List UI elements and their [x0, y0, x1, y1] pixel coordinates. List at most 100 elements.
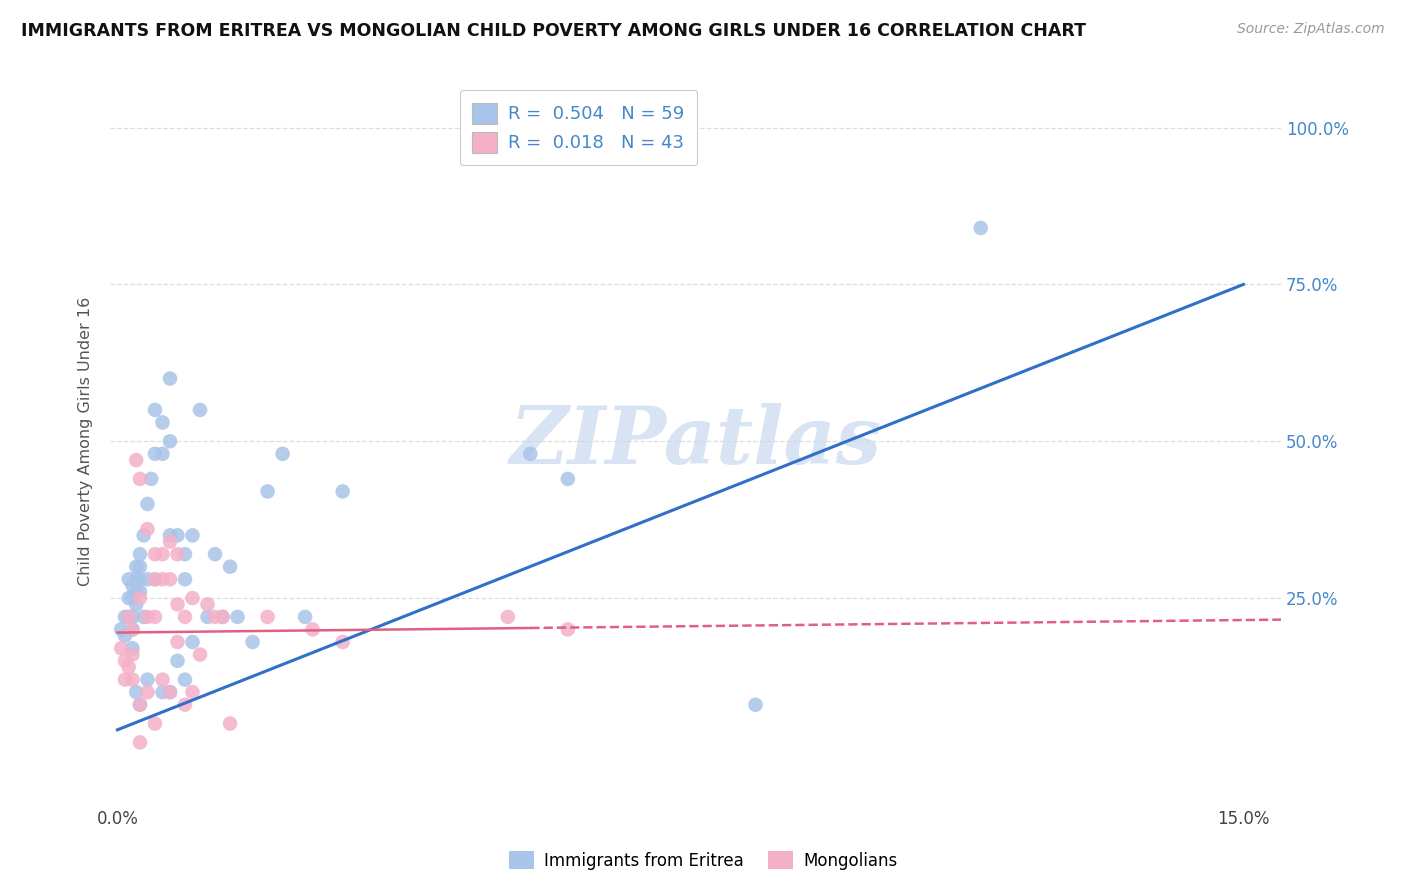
- Point: [143, 572, 166, 586]
- Point: [159, 528, 181, 542]
- Point: [197, 598, 219, 612]
- Point: [174, 698, 197, 712]
- Point: [129, 591, 152, 605]
- Point: [211, 610, 233, 624]
- Point: [159, 572, 181, 586]
- Point: [166, 654, 188, 668]
- Point: [174, 547, 197, 561]
- Point: [143, 572, 166, 586]
- Point: [557, 472, 579, 486]
- Point: [332, 635, 354, 649]
- Point: [129, 735, 152, 749]
- Point: [121, 673, 143, 687]
- Point: [152, 416, 174, 430]
- Point: [204, 610, 226, 624]
- Point: [129, 572, 152, 586]
- Point: [136, 522, 159, 536]
- Point: [121, 641, 143, 656]
- Point: [132, 610, 155, 624]
- Point: [143, 716, 166, 731]
- Point: [143, 610, 166, 624]
- Point: [129, 559, 152, 574]
- Point: [557, 623, 579, 637]
- Point: [125, 584, 148, 599]
- Point: [121, 591, 143, 605]
- Point: [143, 447, 166, 461]
- Point: [181, 528, 204, 542]
- Point: [294, 610, 316, 624]
- Point: [181, 685, 204, 699]
- Point: [125, 453, 148, 467]
- Point: [744, 698, 766, 712]
- Point: [152, 572, 174, 586]
- Point: [970, 221, 993, 235]
- Point: [121, 648, 143, 662]
- Point: [219, 716, 242, 731]
- Point: [159, 371, 181, 385]
- Point: [211, 610, 233, 624]
- Point: [219, 559, 242, 574]
- Point: [118, 610, 141, 624]
- Point: [121, 623, 143, 637]
- Point: [121, 610, 143, 624]
- Point: [181, 591, 204, 605]
- Point: [136, 610, 159, 624]
- Point: [121, 578, 143, 592]
- Point: [132, 528, 155, 542]
- Point: [174, 610, 197, 624]
- Point: [519, 447, 541, 461]
- Legend: R =  0.504   N = 59, R =  0.018   N = 43: R = 0.504 N = 59, R = 0.018 N = 43: [460, 90, 697, 165]
- Point: [242, 635, 264, 649]
- Point: [118, 572, 141, 586]
- Point: [152, 685, 174, 699]
- Legend: Immigrants from Eritrea, Mongolians: Immigrants from Eritrea, Mongolians: [502, 845, 904, 877]
- Point: [174, 572, 197, 586]
- Point: [301, 623, 323, 637]
- Point: [159, 685, 181, 699]
- Point: [110, 641, 132, 656]
- Point: [159, 434, 181, 449]
- Point: [188, 648, 211, 662]
- Point: [125, 559, 148, 574]
- Point: [166, 635, 188, 649]
- Point: [129, 584, 152, 599]
- Point: [136, 497, 159, 511]
- Point: [121, 623, 143, 637]
- Point: [256, 484, 278, 499]
- Point: [136, 685, 159, 699]
- Point: [118, 660, 141, 674]
- Point: [114, 654, 136, 668]
- Point: [166, 528, 188, 542]
- Point: [496, 610, 519, 624]
- Point: [136, 673, 159, 687]
- Point: [143, 547, 166, 561]
- Point: [159, 685, 181, 699]
- Point: [332, 484, 354, 499]
- Text: ZIPatlas: ZIPatlas: [509, 402, 882, 480]
- Point: [129, 547, 152, 561]
- Point: [125, 598, 148, 612]
- Text: IMMIGRANTS FROM ERITREA VS MONGOLIAN CHILD POVERTY AMONG GIRLS UNDER 16 CORRELAT: IMMIGRANTS FROM ERITREA VS MONGOLIAN CHI…: [21, 22, 1085, 40]
- Text: Source: ZipAtlas.com: Source: ZipAtlas.com: [1237, 22, 1385, 37]
- Y-axis label: Child Poverty Among Girls Under 16: Child Poverty Among Girls Under 16: [79, 297, 93, 586]
- Point: [129, 472, 152, 486]
- Point: [197, 610, 219, 624]
- Point: [114, 673, 136, 687]
- Point: [125, 685, 148, 699]
- Point: [143, 403, 166, 417]
- Point: [204, 547, 226, 561]
- Point: [166, 598, 188, 612]
- Point: [118, 591, 141, 605]
- Point: [118, 610, 141, 624]
- Point: [174, 673, 197, 687]
- Point: [141, 472, 163, 486]
- Point: [129, 698, 152, 712]
- Point: [136, 572, 159, 586]
- Point: [110, 623, 132, 637]
- Point: [114, 610, 136, 624]
- Point: [152, 447, 174, 461]
- Point: [166, 547, 188, 561]
- Point: [152, 547, 174, 561]
- Point: [159, 534, 181, 549]
- Point: [129, 698, 152, 712]
